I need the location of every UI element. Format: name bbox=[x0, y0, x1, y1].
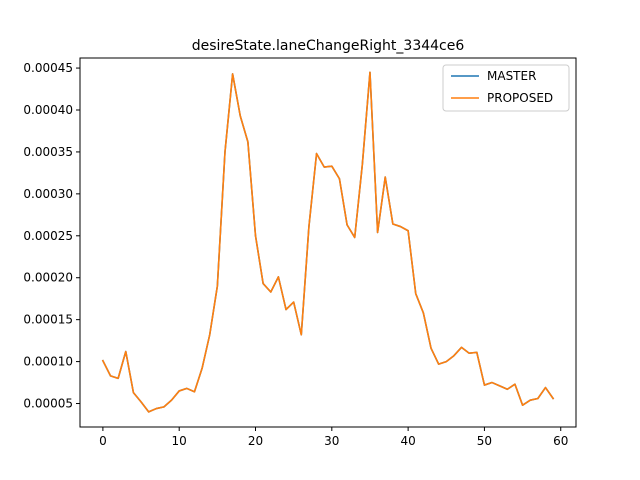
series-group bbox=[101, 71, 555, 413]
y-tick-label: 0.00025 bbox=[23, 229, 73, 243]
x-axis: 0 10 20 30 40 50 60 bbox=[99, 427, 568, 448]
y-axis: 0.00005 0.00010 0.00015 0.00020 0.00025 0.000… bbox=[23, 61, 80, 411]
plot-frame bbox=[79, 57, 577, 428]
y-tick-label: 0.00040 bbox=[23, 103, 73, 117]
y-tick-label: 0.00035 bbox=[23, 145, 73, 159]
chart-title: desireState.laneChangeRight_3344ce6 bbox=[192, 38, 465, 54]
x-tick-label: 50 bbox=[477, 434, 492, 448]
x-tick-label: 10 bbox=[172, 434, 187, 448]
x-tick-label: 60 bbox=[553, 434, 568, 448]
y-tick-label: 0.00045 bbox=[23, 61, 73, 75]
x-tick-label: 40 bbox=[400, 434, 415, 448]
y-tick-label: 0.00020 bbox=[23, 271, 73, 285]
y-tick-label: 0.00030 bbox=[23, 187, 73, 201]
y-tick-label: 0.00005 bbox=[23, 397, 73, 411]
legend: MASTER PROPOSED bbox=[442, 64, 570, 112]
x-tick-label: 0 bbox=[99, 434, 107, 448]
x-tick-label: 30 bbox=[324, 434, 339, 448]
y-tick-label: 0.00015 bbox=[23, 313, 73, 327]
x-tick-label: 20 bbox=[248, 434, 263, 448]
series-line-proposed bbox=[101, 71, 555, 413]
y-tick-label: 0.00010 bbox=[23, 355, 73, 369]
legend-label-proposed: PROPOSED bbox=[487, 91, 553, 105]
legend-label-master: MASTER bbox=[487, 69, 536, 83]
